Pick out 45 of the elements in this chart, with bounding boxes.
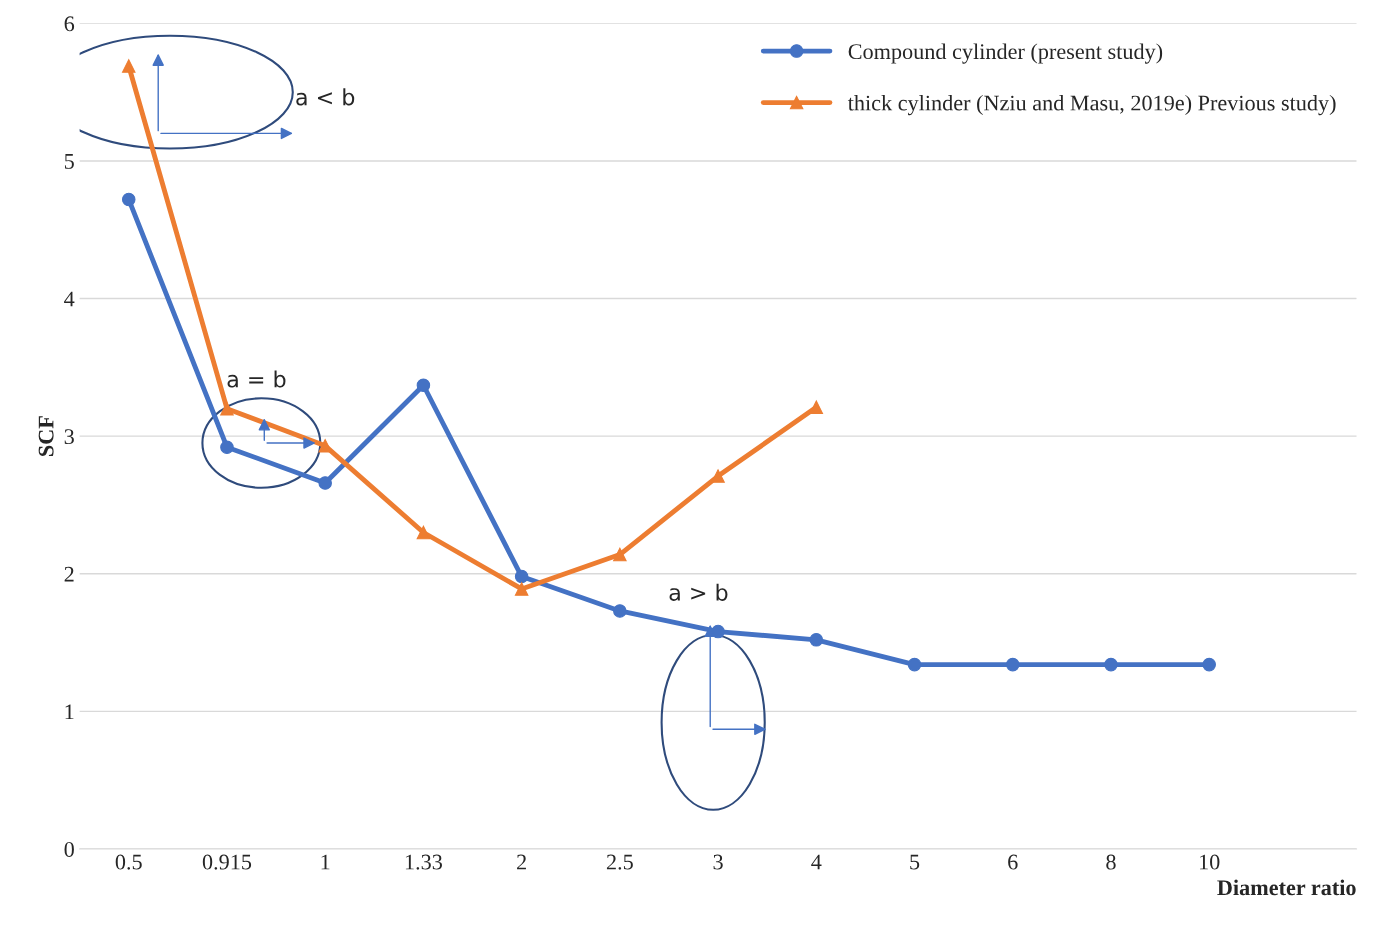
- x-tick-label: 2.5: [606, 854, 633, 870]
- point: [711, 469, 725, 483]
- x-tick-label: 8: [1106, 854, 1116, 870]
- point: [121, 192, 136, 207]
- point: [318, 476, 332, 490]
- y-tick-label: 6: [64, 16, 75, 32]
- x-tick-label: 3: [713, 854, 723, 870]
- x-tick-label: 6: [1008, 854, 1018, 870]
- point: [220, 401, 234, 416]
- point: [1104, 657, 1118, 672]
- x-tick-label: 10: [1200, 854, 1220, 870]
- y-tick-label: 2: [64, 566, 74, 582]
- y-tick-label: 4: [64, 291, 75, 307]
- x-tick-label: 2: [517, 854, 526, 870]
- x-tick-label: 1.33: [405, 854, 442, 870]
- y-tick-label: 1: [65, 704, 74, 720]
- legend-label: thick cylinder (Nziu and Masu, 2019e) Previous study): [847, 94, 1336, 116]
- x-tick-label: 5: [910, 854, 920, 870]
- y-tick-label: 5: [64, 154, 74, 169]
- point: [809, 633, 824, 647]
- point: [318, 439, 332, 453]
- annotation: a > b: [669, 583, 728, 601]
- y-tick-label: 3: [64, 429, 74, 445]
- point: [514, 582, 529, 596]
- point: [416, 525, 431, 540]
- x-tick-label: 4: [811, 854, 822, 870]
- y-axis-title: SCF: [38, 416, 54, 456]
- y-tick-label: 0: [64, 841, 74, 857]
- point: [809, 400, 824, 415]
- x-axis-title: Diameter ratio: [1217, 879, 1356, 896]
- point: [1005, 657, 1020, 672]
- x-tick-label: 0.5: [115, 854, 142, 870]
- annotation: a = b: [227, 370, 286, 388]
- point: [121, 59, 136, 73]
- x-tick-label: 0.915: [202, 854, 252, 870]
- point: [514, 569, 529, 584]
- point: [416, 378, 431, 393]
- point: [613, 604, 627, 618]
- annotation: a < b: [296, 88, 355, 106]
- point: [907, 657, 922, 672]
- point: [220, 440, 234, 454]
- point: [613, 547, 627, 562]
- x-tick-label: 1: [321, 854, 330, 870]
- legend-label: Compound cylinder (present study): [848, 43, 1163, 64]
- point: [1202, 657, 1216, 672]
